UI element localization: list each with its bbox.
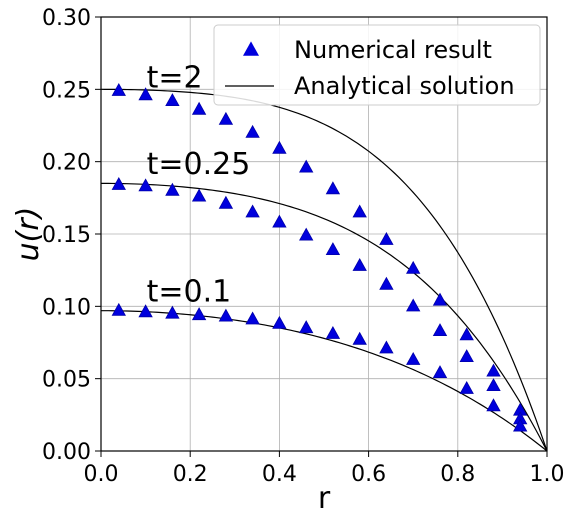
data-point (459, 327, 474, 341)
data-point (513, 418, 528, 432)
data-point (138, 178, 153, 192)
legend: Numerical result Analytical solution (213, 24, 541, 106)
data-point (111, 302, 126, 316)
x-tick-label: 0.4 (262, 462, 297, 487)
data-point (459, 380, 474, 394)
data-point (352, 204, 367, 218)
legend-label-analytical: Analytical solution (294, 72, 515, 100)
analytical-curve-t=0.1 (100, 310, 548, 452)
analytical-curves (100, 88, 548, 452)
data-point (165, 305, 180, 319)
data-point (459, 349, 474, 363)
data-point (432, 365, 448, 379)
data-point (218, 308, 234, 322)
data-point (325, 325, 341, 339)
data-point (218, 111, 234, 125)
x-axis-ticks: 0.0 0.2 0.4 0.6 0.8 1.0 (84, 451, 565, 487)
y-tick-label: 0.05 (42, 368, 91, 393)
data-point (245, 311, 260, 325)
data-point (379, 276, 394, 290)
data-point (379, 231, 394, 245)
data-point (272, 140, 287, 154)
data-point (272, 214, 287, 228)
data-point (272, 315, 287, 329)
analytical-curve-t=2 (100, 88, 548, 452)
data-point (138, 87, 153, 101)
data-point (138, 304, 153, 318)
numerical-markers (111, 82, 528, 432)
data-point (111, 176, 126, 190)
data-point (111, 82, 126, 96)
analytical-curve-t=0.25 (101, 182, 548, 452)
data-point (245, 204, 260, 218)
curve-label: t=2 (147, 60, 203, 95)
data-point (191, 188, 207, 202)
y-axis-label: u(r) (11, 207, 46, 262)
y-tick-label: 0.25 (42, 78, 91, 103)
data-point (245, 124, 260, 138)
y-tick-label: 0.00 (42, 440, 91, 465)
data-point (486, 378, 501, 392)
x-tick-label: 0.8 (440, 462, 475, 487)
curve-label: t=0.25 (147, 147, 251, 182)
data-point (432, 323, 448, 337)
data-point (325, 242, 341, 256)
data-point (325, 181, 341, 195)
data-point (486, 398, 501, 412)
x-tick-label: 0.0 (84, 462, 119, 487)
data-point (299, 227, 314, 241)
y-tick-label: 0.30 (42, 6, 91, 31)
data-point (352, 331, 367, 345)
data-point (486, 363, 501, 377)
x-axis-label: r (318, 481, 331, 516)
x-tick-label: 1.0 (530, 462, 565, 487)
curve-annotations: t=2 t=0.25 t=0.1 (147, 60, 251, 309)
data-point (379, 340, 394, 354)
data-point (406, 298, 421, 312)
data-point (406, 260, 421, 274)
data-point (218, 195, 234, 209)
y-axis-ticks: 0.00 0.05 0.10 0.15 0.20 0.25 0.30 (42, 6, 101, 465)
legend-marker-triangle (243, 41, 259, 56)
data-point (432, 292, 448, 306)
data-point (165, 182, 180, 196)
x-tick-label: 0.6 (351, 462, 386, 487)
data-point (299, 320, 314, 334)
data-point (406, 351, 421, 365)
data-point (352, 257, 367, 271)
data-point (191, 307, 207, 321)
y-tick-label: 0.20 (42, 151, 91, 176)
data-point (299, 159, 314, 173)
data-point (165, 93, 180, 106)
legend-label-numerical: Numerical result (294, 36, 492, 64)
x-tick-label: 0.2 (173, 462, 208, 487)
data-point (191, 101, 207, 115)
curve-label: t=0.1 (147, 274, 232, 309)
legend-box (213, 24, 541, 106)
y-tick-label: 0.10 (42, 295, 91, 320)
y-tick-label: 0.15 (42, 223, 91, 248)
